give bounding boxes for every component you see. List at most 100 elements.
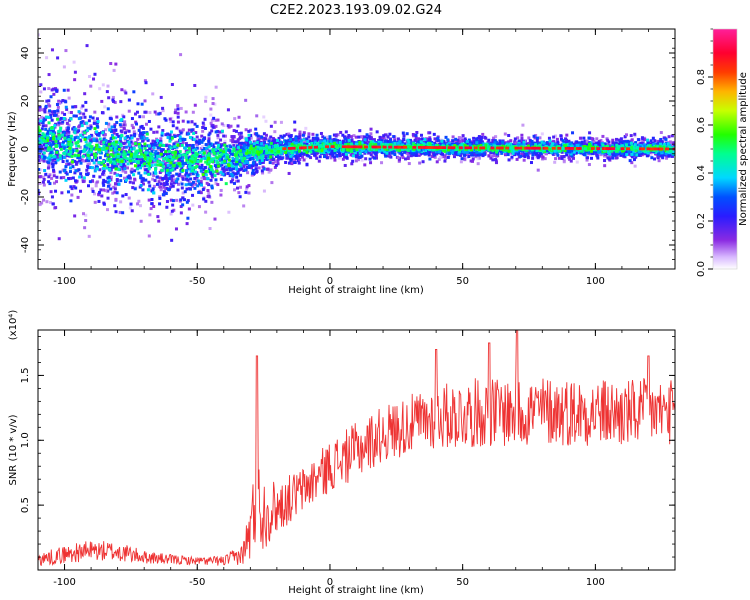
spectrogram-cell <box>282 134 286 138</box>
spectrogram-cell <box>123 131 127 135</box>
spectrogram-halo-point <box>45 56 49 60</box>
spectrogram-halo-point <box>227 210 231 214</box>
spectrogram-cell <box>262 132 266 136</box>
spectrogram-cell <box>155 175 159 179</box>
spectrogram-cell <box>611 156 615 160</box>
spectrogram-cell <box>423 152 427 156</box>
spectrogram-cell <box>114 182 118 186</box>
spectrogram-halo-point <box>72 166 76 170</box>
spectrogram-cell <box>119 100 123 104</box>
spectrogram-halo-point <box>151 92 155 96</box>
spectrogram-cell <box>452 155 456 159</box>
spectrogram-cell <box>311 132 315 136</box>
spectrogram-halo-point <box>476 157 480 161</box>
spectrogram-halo-point <box>200 176 204 180</box>
spectrogram-cell <box>627 150 631 154</box>
spectrogram-cell <box>219 138 223 142</box>
spectrogram-cell <box>98 175 102 179</box>
spectrogram-cell <box>194 147 198 151</box>
spectrogram-cell <box>205 181 209 185</box>
spectrogram-cell <box>39 119 43 123</box>
spectrogram-cell <box>443 159 447 163</box>
spectrogram-cell <box>235 167 239 171</box>
spectrogram-cell <box>148 146 152 150</box>
spectrogram-cell <box>513 137 517 141</box>
spectrogram-cell <box>442 140 446 144</box>
spectrogram-cell <box>142 131 146 135</box>
spectrogram-cell <box>239 131 243 135</box>
spectrogram-halo-point <box>214 124 218 128</box>
spectrogram-cell <box>626 139 630 143</box>
spectrogram-cell <box>557 156 561 160</box>
spectrogram-cell <box>469 159 473 163</box>
spectrogram-cell <box>236 169 240 173</box>
spectrogram-cell <box>44 172 48 176</box>
spectrogram-cell <box>293 154 297 158</box>
spectrogram-cell <box>203 166 207 170</box>
spectrogram-halo-point <box>169 120 173 124</box>
spectrogram-cell <box>313 152 317 156</box>
spectrogram-cell <box>420 133 424 137</box>
spectrogram-cell <box>195 124 199 128</box>
spectrogram-cell <box>75 144 79 148</box>
spectrogram-cell <box>287 171 291 175</box>
spectrogram-cell <box>115 173 119 177</box>
spectrogram-cell <box>231 156 235 160</box>
spectrogram-cell <box>257 138 261 142</box>
spectrogram-cell <box>124 193 128 197</box>
spectrogram-halo-point <box>605 143 609 147</box>
spectrogram-halo-point <box>207 191 211 195</box>
spectrogram-cell <box>183 190 187 194</box>
spectrogram-cell <box>40 108 44 112</box>
spectrogram-cell <box>94 158 98 162</box>
spectrogram-halo-point <box>113 183 117 187</box>
spectrogram-cell <box>285 132 289 136</box>
spectrogram-cell <box>510 155 514 159</box>
spectrogram-cell <box>93 169 97 173</box>
spectrogram-cell <box>191 193 195 197</box>
spectrogram-cell <box>248 128 252 132</box>
spectrogram-halo-point <box>106 208 110 212</box>
spectrogram-cell <box>122 115 126 119</box>
spectrogram-cell <box>64 100 68 104</box>
spectrogram-cell <box>65 159 69 163</box>
spectrogram-cell <box>392 135 396 139</box>
spectrogram-cell <box>279 157 283 161</box>
spectrogram-cell <box>573 143 577 147</box>
spectrogram-cell <box>614 141 618 145</box>
spectrogram-halo-point <box>46 102 50 106</box>
spectrogram-cell <box>393 153 397 157</box>
spectrogram-cell <box>121 194 125 198</box>
spectrogram-cell <box>543 157 547 161</box>
spectrogram-cell <box>298 133 302 137</box>
spectrogram-cell <box>460 136 464 140</box>
spectrogram-cell <box>56 141 60 145</box>
spectrogram-cell <box>184 173 188 177</box>
spectrogram-cell <box>333 155 337 159</box>
spectrogram-cell <box>167 177 171 181</box>
spectrogram-cell <box>412 151 416 155</box>
spectrogram-cell <box>159 188 163 192</box>
spectrogram-halo-point <box>156 144 160 148</box>
spectrogram-cell <box>130 136 134 140</box>
spectrogram-cell <box>517 155 521 159</box>
spectrogram-cell <box>232 135 236 139</box>
spectrogram-cell <box>639 151 643 155</box>
spectrogram-cell <box>48 182 52 186</box>
spectrogram-cell <box>64 139 68 143</box>
spectrogram-halo-point <box>135 132 139 136</box>
spectrogram-halo-point <box>121 113 125 117</box>
spectrogram-halo-point <box>141 115 145 119</box>
spectrogram-cell <box>47 175 51 179</box>
spectrogram-cell <box>603 142 607 146</box>
spectrogram-cell <box>367 151 371 155</box>
spectrogram-cell <box>298 157 302 161</box>
spectrogram-cell <box>181 140 185 144</box>
spectrogram-cell <box>74 186 78 190</box>
spectrogram-cell <box>74 162 78 166</box>
spectrogram-cell <box>232 129 236 133</box>
spectrogram-halo-point <box>459 160 463 164</box>
spectrogram-cell <box>84 159 88 163</box>
spectrogram-cell <box>235 144 239 148</box>
spectrogram-cell <box>332 133 336 137</box>
